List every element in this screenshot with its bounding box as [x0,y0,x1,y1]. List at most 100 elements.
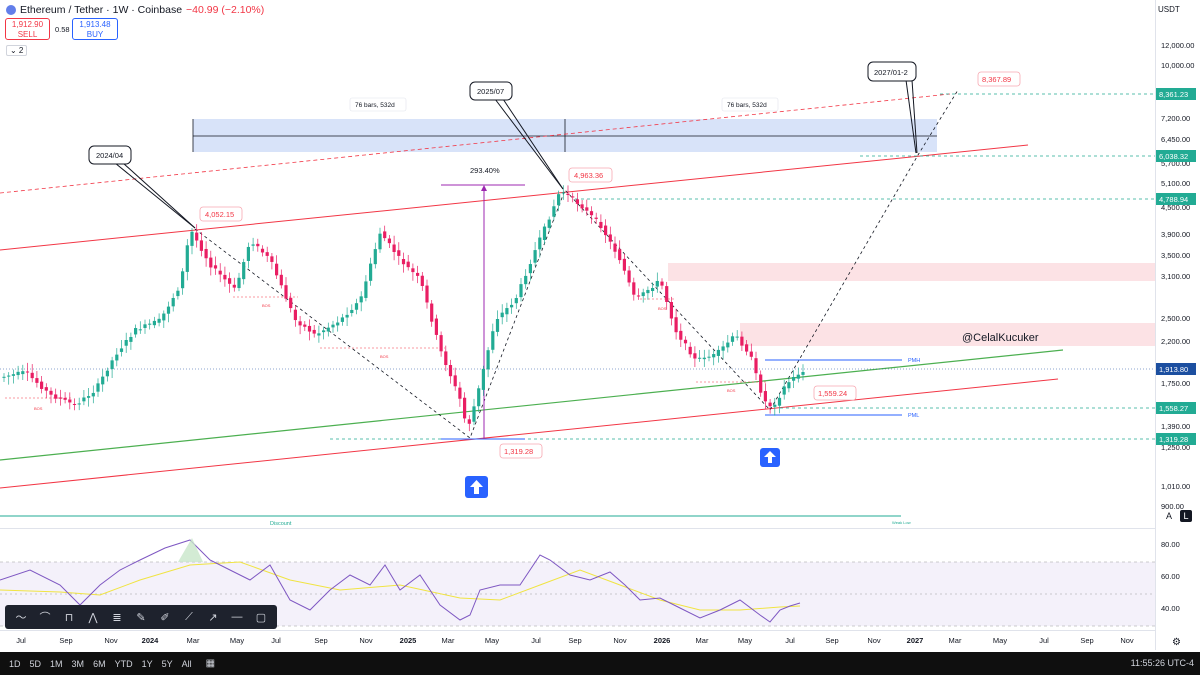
log-scale-button[interactable]: L [1180,510,1192,522]
candle [702,349,706,367]
candle [364,275,368,302]
candle [223,266,227,287]
pencil-icon[interactable]: ✐ [160,611,170,624]
range-1y[interactable]: 1Y [141,658,153,669]
clock[interactable]: 11:55:26 UTC-4 [1130,658,1194,668]
line-icon[interactable]: ⟋ [185,610,193,623]
candle [21,364,25,381]
candlestick-series [2,185,805,432]
path-icon[interactable]: ⊓ [64,611,74,624]
range-5d[interactable]: 5D [29,658,42,669]
bos-label: BOS [658,306,667,311]
price-tick: 7,200.00 [1161,114,1190,123]
candle [749,343,753,361]
price-tick: 5,700.00 [1161,159,1190,168]
currency-label[interactable]: USDT [1158,5,1180,14]
range-3m[interactable]: 3M [71,658,85,669]
rsi-overbought-fill [178,538,203,562]
range-5y[interactable]: 5Y [161,658,173,669]
candle [627,266,631,287]
candle [171,293,175,312]
polyline-icon[interactable]: ⋀ [88,611,98,624]
candle [561,185,565,200]
candle [491,323,495,354]
range-ytd[interactable]: YTD [114,658,133,669]
time-tick: May [738,636,752,645]
callout-2025-07: 2025/07 [469,81,564,190]
candle [777,393,782,414]
arrow-icon[interactable]: ↗ [208,611,218,624]
price-label: 1,913.80 [1156,363,1196,375]
symbol-title[interactable]: Ethereum / Tether · 1W · Coinbase [20,4,183,16]
candle [237,272,241,292]
sell-button[interactable]: 1,912.90 SELL [5,18,50,40]
callout-2027-01: 2027/01-2 [867,61,918,154]
candle [557,190,561,212]
price-tag-text: 4,052.15 [205,210,234,219]
range-1m[interactable]: 1M [50,658,63,669]
candle [528,259,532,281]
price-tag-1559: 1,559.24 [813,385,857,401]
legend-toggle[interactable]: ⌄ 2 [6,45,28,56]
range-6m[interactable]: 6M [93,658,106,669]
candle [260,245,265,257]
price-label: 4,788.94 [1156,193,1196,205]
time-tick: Nov [867,636,881,645]
price-label-text: 1,319.28 [1159,435,1188,444]
sell-price: 1,912.90 [11,20,44,29]
candle [209,250,213,276]
candle [115,348,119,367]
time-tick: Mar [696,636,709,645]
time-tick: Nov [1120,636,1134,645]
candle [467,415,471,432]
highlighter-icon[interactable]: ✎ [136,611,146,624]
price-tick: 1,010.00 [1161,482,1190,491]
candle [190,228,194,255]
candle [218,263,222,283]
candle [707,349,711,362]
curve-icon[interactable]: ⌒ [39,612,51,624]
auto-scale-button[interactable]: A [1166,511,1173,521]
time-tick: Jul [1039,636,1049,645]
price-tick: 12,000.00 [1161,41,1194,50]
candle [651,282,655,298]
price-tag-text: 4,963.36 [574,171,603,180]
candle [2,373,6,383]
range-all[interactable]: All [181,658,192,669]
candle [199,232,203,257]
candle [585,199,589,216]
price-label: 6,038.32 [1156,150,1196,162]
price-axis-border [1155,0,1156,650]
candle [665,281,669,310]
price-label-text: 4,788.94 [1159,195,1188,204]
callout-text: 2027/01-2 [874,68,908,77]
lines-icon[interactable]: ≣ [112,611,122,624]
time-tick: Mar [442,636,455,645]
time-tick: 2024 [142,636,160,645]
candle [373,242,377,269]
callout-2024-04: 2024/04 [88,145,196,229]
bos-label: BOS [262,303,271,308]
price-tick: 5,100.00 [1161,179,1190,188]
candle [204,241,208,267]
brush-icon[interactable]: 〜 [15,612,27,624]
pml-label: PML [908,413,919,419]
calendar-icon[interactable]: ▦ [205,658,216,669]
rectangle-icon[interactable]: ▢ [255,611,267,624]
gear-icon[interactable]: ⚙ [1172,637,1181,648]
weak-low-label: Weak Low [892,520,911,525]
range-1d[interactable]: 1D [9,658,21,669]
rsi-tick: 80.00 [1161,540,1180,549]
callout-text: 2025/07 [477,87,504,96]
candle [801,364,805,381]
candle [148,319,152,330]
time-tick: May [230,636,244,645]
buy-button[interactable]: 1,913.48 BUY [72,18,118,40]
symbol-header: Ethereum / Tether · 1W · Coinbase −40.99… [6,4,264,16]
horizontal-line-icon[interactable]: — [231,611,243,623]
candle [472,398,476,426]
candle [265,246,269,262]
candle [213,256,218,275]
candle [425,279,429,309]
